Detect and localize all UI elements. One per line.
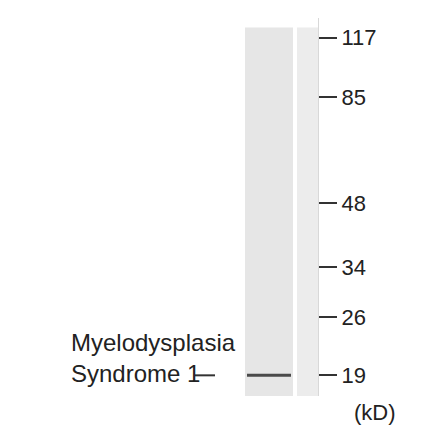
svg-text:48: 48: [341, 191, 365, 216]
svg-text:26: 26: [341, 305, 365, 330]
svg-text:(kD): (kD): [354, 400, 396, 425]
svg-text:19: 19: [341, 363, 365, 388]
svg-text:117: 117: [341, 25, 376, 50]
svg-text:85: 85: [341, 85, 365, 110]
svg-text:MyelodysplasiaSyndrome 1: MyelodysplasiaSyndrome 1: [71, 329, 236, 387]
svg-text:34: 34: [341, 255, 365, 280]
